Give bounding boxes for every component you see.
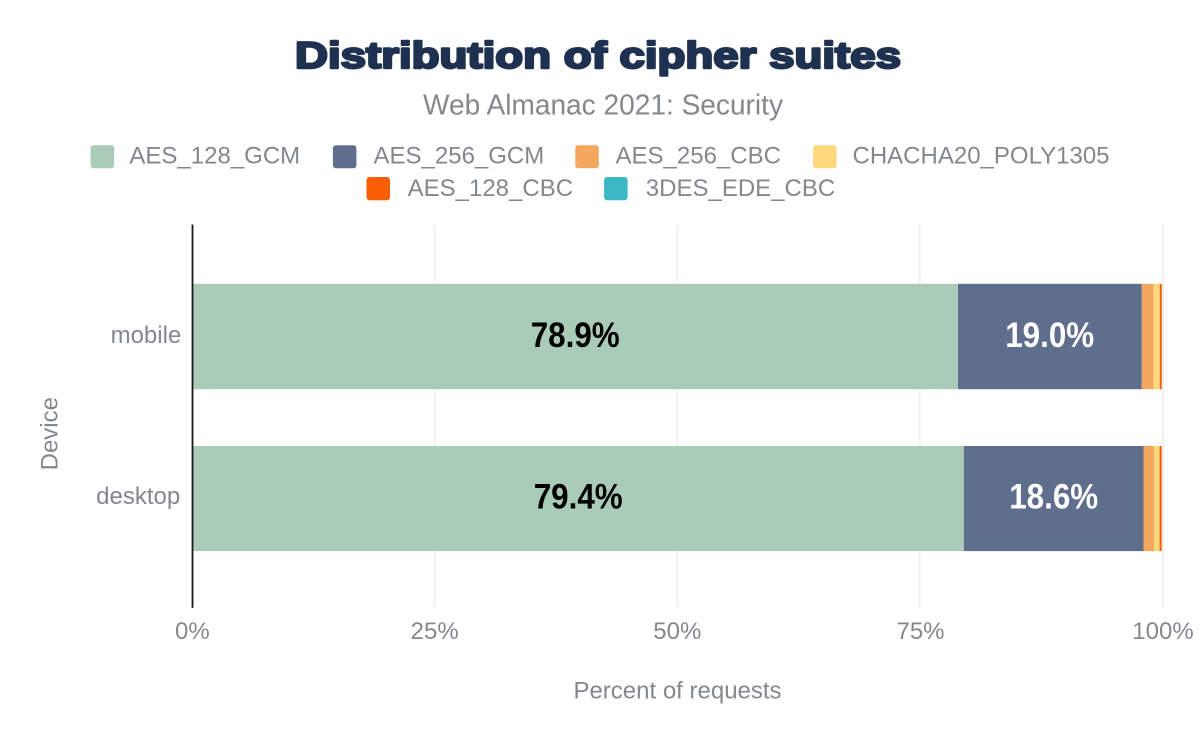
svg-text:100%: 100% (1132, 618, 1193, 645)
svg-text:25%: 25% (411, 618, 459, 645)
svg-text:79.4%: 79.4% (534, 478, 623, 517)
svg-text:AES_256_GCM: AES_256_GCM (374, 142, 545, 169)
svg-text:19.0%: 19.0% (1005, 316, 1094, 355)
svg-text:3DES_EDE_CBC: 3DES_EDE_CBC (646, 175, 835, 202)
svg-text:75%: 75% (896, 618, 944, 645)
svg-text:Device: Device (36, 397, 63, 470)
svg-text:18.6%: 18.6% (1009, 478, 1098, 517)
svg-text:mobile: mobile (111, 322, 182, 349)
svg-text:AES_128_GCM: AES_128_GCM (129, 142, 300, 169)
svg-text:78.9%: 78.9% (531, 316, 620, 355)
svg-text:AES_128_CBC: AES_128_CBC (408, 175, 573, 202)
svg-text:Web Almanac 2021: Security: Web Almanac 2021: Security (423, 89, 783, 121)
svg-text:Distribution of cipher suites: Distribution of cipher suites (295, 35, 901, 76)
svg-text:50%: 50% (653, 618, 701, 645)
svg-text:desktop: desktop (96, 483, 180, 510)
svg-text:AES_256_CBC: AES_256_CBC (616, 142, 781, 169)
svg-text:0%: 0% (175, 618, 210, 645)
svg-text:Percent of requests: Percent of requests (573, 678, 781, 705)
svg-text:CHACHA20_POLY1305: CHACHA20_POLY1305 (853, 142, 1110, 169)
